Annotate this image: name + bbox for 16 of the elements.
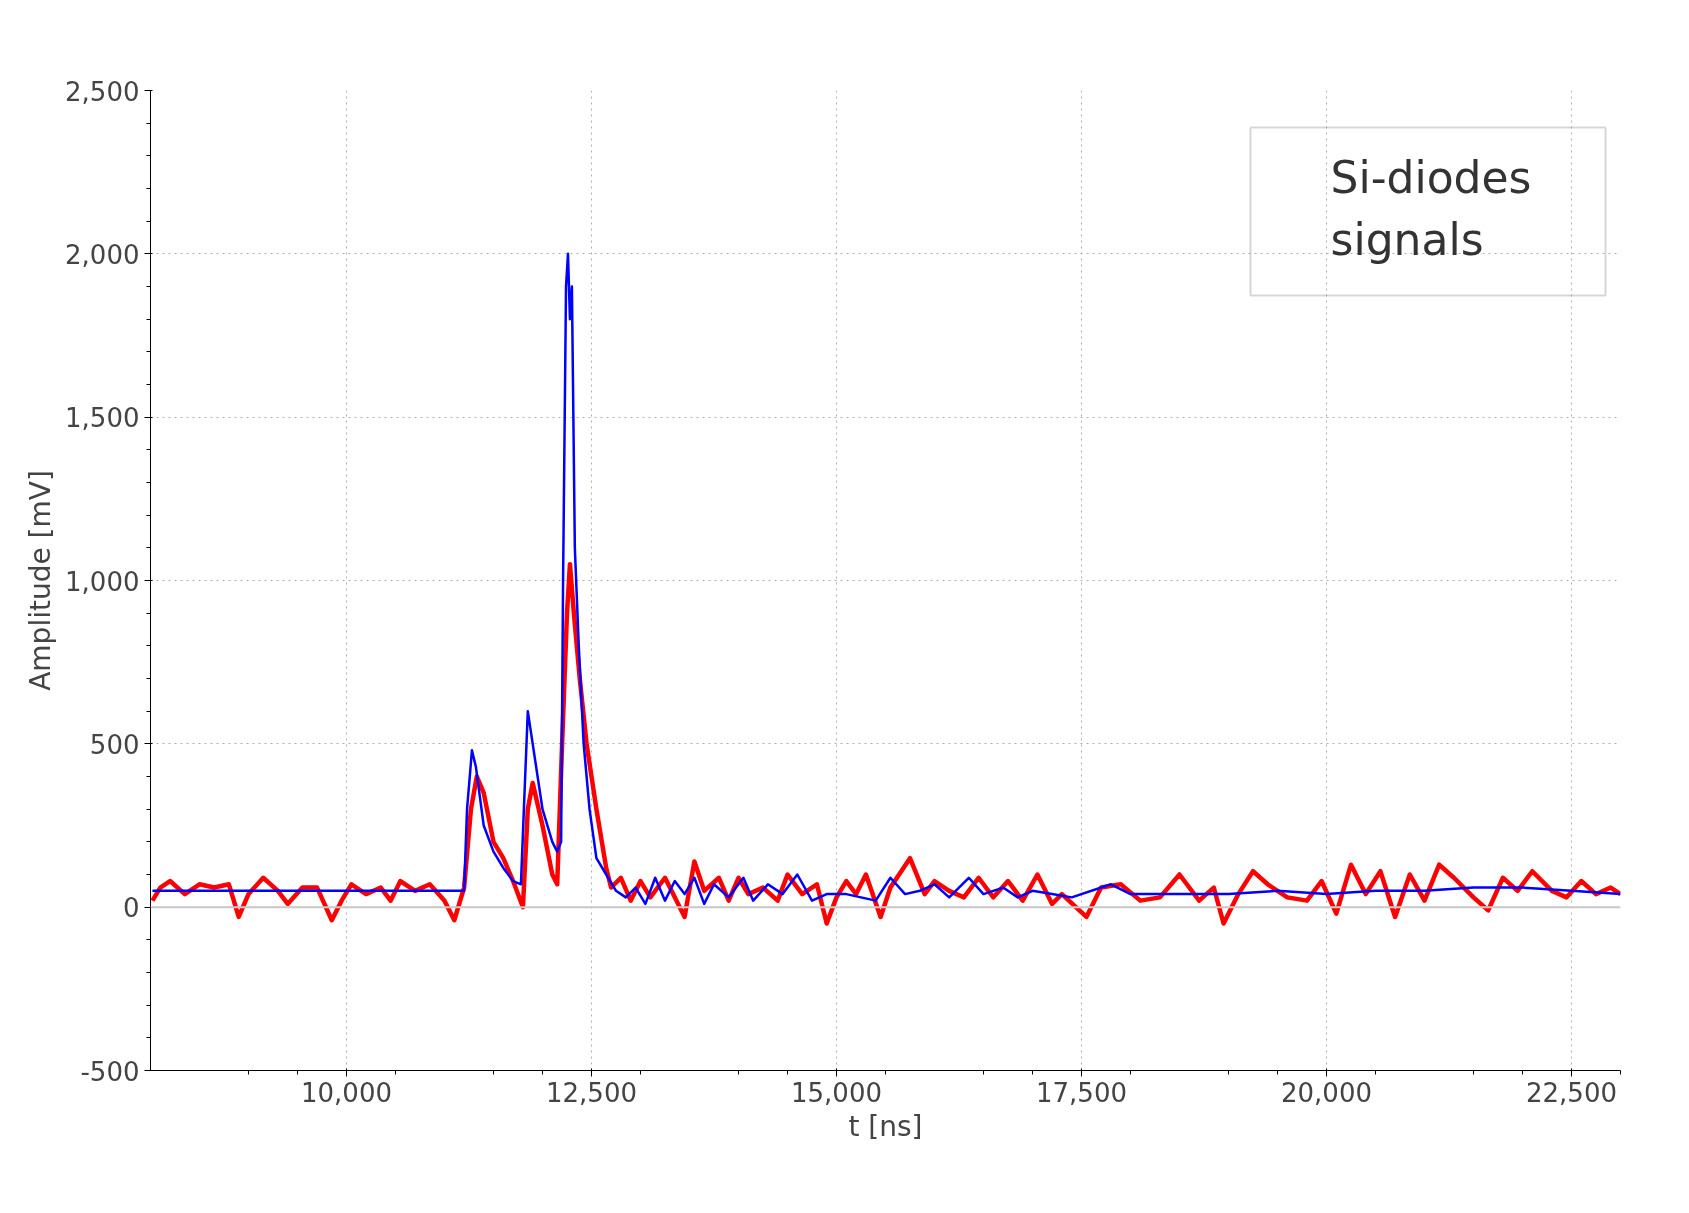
y-tick-label: 2,000: [65, 239, 140, 270]
x-tick-label: 20,000: [1281, 1077, 1372, 1108]
x-tick-label: 12,500: [546, 1077, 637, 1108]
y-tick-label: 500: [89, 729, 140, 760]
y-tick-label: 0: [122, 893, 140, 924]
y-tick-label: 1,500: [65, 403, 140, 434]
x-tick-label: 15,000: [791, 1077, 882, 1108]
y-tick-label: 2,500: [65, 76, 140, 107]
y-tick-label: -500: [80, 1056, 140, 1087]
x-tick-label: 22,500: [1526, 1077, 1617, 1108]
x-tick-label: 10,000: [301, 1077, 392, 1108]
x-axis-title: t [ns]: [848, 1109, 923, 1143]
x-tick-label: 17,500: [1036, 1077, 1127, 1108]
y-tick-label: 1,000: [65, 566, 140, 597]
y-axis-title: Amplitude [mV]: [24, 470, 58, 691]
annotation: Si-diodes signals: [1330, 152, 1532, 265]
